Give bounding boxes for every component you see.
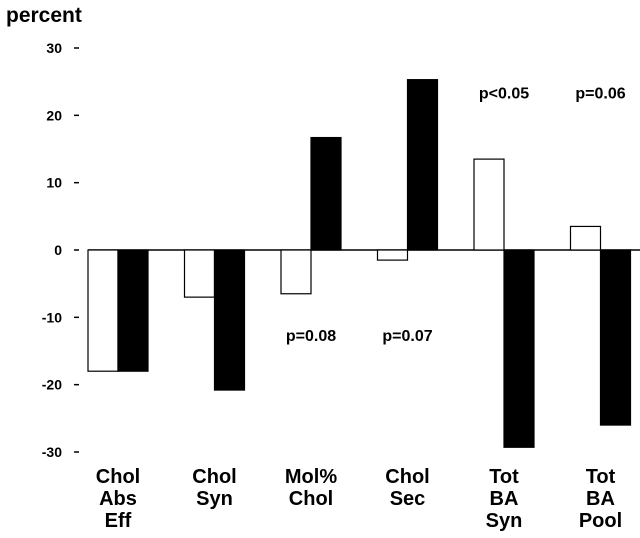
bar xyxy=(310,136,342,251)
p-value-annotation: p<0.05 xyxy=(479,86,529,103)
bar xyxy=(503,249,535,448)
category-label: Pool xyxy=(579,510,622,532)
y-tick-label: 10 xyxy=(46,175,62,191)
category-label: Chol xyxy=(192,466,236,488)
bar xyxy=(473,158,505,251)
y-tick-label: -30 xyxy=(42,444,62,460)
bar xyxy=(87,249,119,372)
y-tick-label: 30 xyxy=(46,40,62,56)
bar xyxy=(213,249,246,391)
category-label: Abs xyxy=(99,488,137,510)
bar xyxy=(599,249,632,426)
y-tick-label: -20 xyxy=(42,377,62,393)
category-label: Chol xyxy=(96,466,140,488)
bar xyxy=(406,79,439,251)
category-label: Syn xyxy=(196,488,233,510)
p-value-annotation: p=0.07 xyxy=(382,328,432,345)
category-label: Sec xyxy=(390,488,426,510)
category-label: BA xyxy=(490,488,519,510)
category-label: Chol xyxy=(289,488,333,510)
y-tick-label: 20 xyxy=(46,107,62,123)
bar xyxy=(117,249,149,372)
bar xyxy=(569,225,602,251)
p-value-annotation: p=0.06 xyxy=(575,86,625,103)
bar xyxy=(183,249,216,298)
category-label: Mol% xyxy=(285,466,337,488)
y-axis-label: percent xyxy=(6,4,82,27)
y-tick-label: 0 xyxy=(54,242,62,258)
bar xyxy=(280,249,312,295)
category-label: Eff xyxy=(105,510,132,532)
category-label: Tot xyxy=(586,466,616,488)
bar xyxy=(376,249,409,261)
category-label: Syn xyxy=(486,510,523,532)
category-label: Chol xyxy=(385,466,429,488)
p-value-annotation: p=0.08 xyxy=(286,328,336,345)
category-label: Tot xyxy=(489,466,519,488)
category-label: BA xyxy=(586,488,615,510)
y-tick-label: -10 xyxy=(42,309,62,325)
